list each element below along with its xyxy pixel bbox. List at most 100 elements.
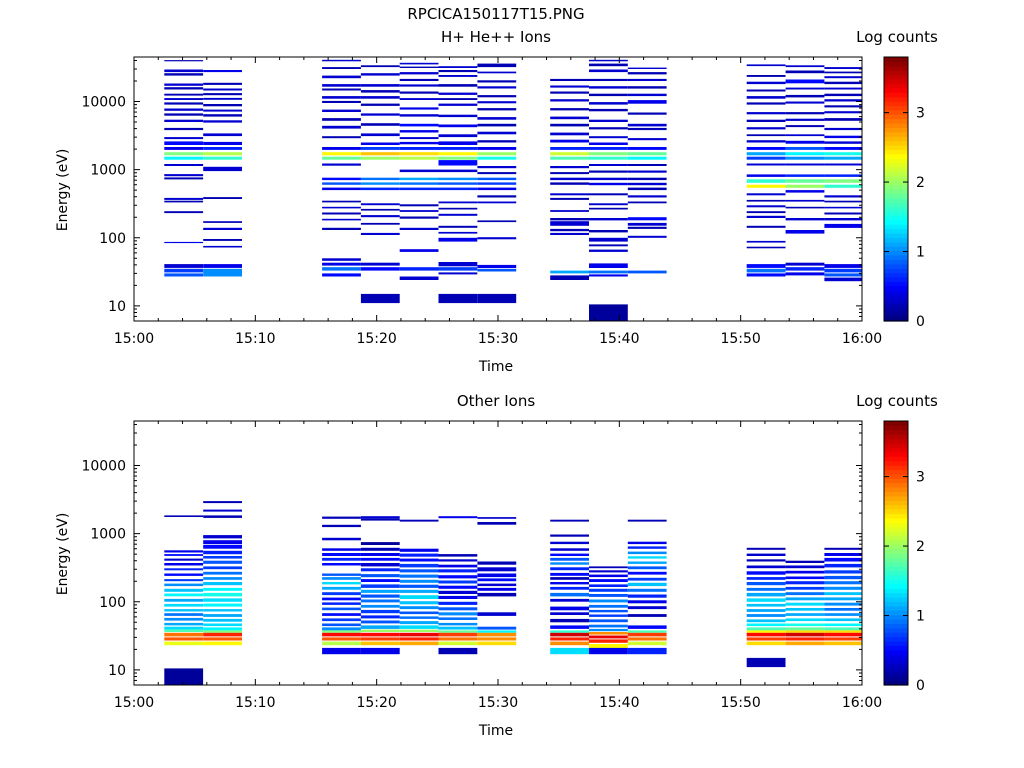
heatmap-cell	[550, 108, 589, 111]
heatmap-cell	[824, 87, 862, 90]
heatmap-cell	[203, 152, 242, 156]
heatmap-cell	[477, 187, 517, 191]
heatmap-cell	[322, 100, 361, 103]
heatmap-cell	[589, 588, 628, 592]
heatmap-cell	[399, 182, 439, 185]
colorbar-segment	[884, 277, 908, 282]
heatmap-cell	[627, 67, 667, 69]
colorbar-segment	[884, 74, 908, 80]
heatmap-cell	[477, 123, 517, 127]
heatmap-cell	[746, 152, 786, 156]
heatmap-cell	[203, 264, 242, 268]
heatmap-cell	[399, 629, 439, 632]
heatmap-cell	[746, 553, 786, 556]
heatmap-cell	[589, 164, 628, 166]
colorbar-segment	[884, 228, 908, 234]
heatmap-cell	[746, 565, 786, 569]
panel-title-other: Other Ions	[457, 392, 535, 410]
colorbar-tick-label: 1	[916, 609, 925, 625]
heatmap-cell	[360, 142, 400, 145]
heatmap-cell	[438, 152, 478, 156]
colorbar-segment	[884, 87, 908, 93]
heatmap-cell	[589, 203, 628, 206]
heatmap-cell	[785, 586, 825, 590]
heatmap-cell	[589, 628, 628, 632]
colorbar-tick-label: 2	[916, 539, 925, 555]
heatmap-cell	[477, 201, 517, 204]
heatmap-cell	[589, 59, 628, 62]
heatmap-cell	[360, 203, 400, 206]
heatmap-cell	[360, 113, 400, 116]
colorbar-segment	[884, 105, 908, 111]
colorbar-segment	[884, 487, 908, 492]
heatmap-cell	[164, 164, 204, 166]
heatmap-cell	[824, 81, 862, 85]
heatmap-cell	[785, 230, 825, 234]
heatmap-cell	[477, 561, 517, 565]
heatmap-cell	[785, 152, 825, 156]
heatmap-cell	[550, 99, 589, 102]
heatmap-cell	[746, 199, 786, 202]
heatmap-cell	[438, 575, 478, 579]
colorbar-segment	[884, 250, 908, 256]
colorbar-segment	[884, 627, 908, 633]
x-tick-label: 15:20	[356, 331, 396, 347]
heatmap-cell	[627, 127, 667, 131]
heatmap-cell	[322, 516, 361, 519]
heatmap-cell	[477, 172, 517, 175]
heatmap-cell	[824, 627, 862, 631]
colorbar-segment	[884, 553, 908, 558]
heatmap-cell	[322, 156, 361, 160]
heatmap-cell	[203, 109, 242, 112]
heatmap-cell	[589, 609, 628, 613]
heatmap-cell	[438, 595, 478, 599]
heatmap-cell	[203, 623, 242, 627]
heatmap-cell	[203, 582, 242, 586]
heatmap-cell	[360, 609, 400, 614]
heatmap-cell	[360, 232, 400, 235]
colorbar-segment	[884, 246, 908, 252]
heatmap-cell	[399, 579, 439, 583]
heatmap-cell	[322, 88, 361, 91]
heatmap-cell	[627, 217, 667, 221]
heatmap-cell	[785, 134, 825, 137]
heatmap-cell	[399, 574, 439, 578]
heatmap-cell	[550, 630, 589, 633]
heatmap-cell	[627, 112, 667, 115]
colorbar-tick-label: 1	[916, 245, 925, 261]
heatmap-cell	[746, 614, 786, 617]
heatmap-cell	[438, 647, 478, 655]
heatmap-cell	[477, 156, 517, 160]
heatmap-cell	[438, 607, 478, 611]
heatmap-cell	[438, 141, 478, 145]
heatmap-cell	[322, 582, 361, 585]
heatmap-cell	[589, 193, 628, 196]
heatmap-cell	[627, 541, 667, 545]
heatmap-cell	[627, 561, 667, 564]
heatmap-cell	[477, 268, 517, 272]
heatmap-cell	[360, 615, 400, 619]
colorbar-tick-label: 3	[916, 470, 925, 486]
colorbar-segment	[884, 153, 908, 159]
heatmap-cell	[746, 211, 786, 214]
heatmap-cell	[360, 133, 400, 137]
heatmap-cell	[360, 215, 400, 218]
colorbar-segment	[884, 539, 908, 545]
colorbar-segment	[884, 70, 908, 76]
heatmap-cell	[746, 603, 786, 607]
heatmap-cell	[785, 140, 825, 144]
heatmap-cell	[203, 245, 242, 248]
heatmap-cell	[322, 618, 361, 622]
heatmap-cell	[824, 570, 862, 574]
heatmap-cell	[627, 641, 667, 646]
heatmap-cell	[589, 644, 628, 648]
heatmap-cell	[360, 629, 400, 632]
heatmap-cell	[550, 172, 589, 175]
heatmap-cell	[164, 174, 204, 177]
colorbar-segment	[884, 158, 908, 164]
heatmap-cell	[399, 589, 439, 593]
heatmap-cell	[164, 87, 204, 90]
heatmap-cell	[360, 518, 400, 521]
colorbar-segment	[884, 561, 908, 567]
